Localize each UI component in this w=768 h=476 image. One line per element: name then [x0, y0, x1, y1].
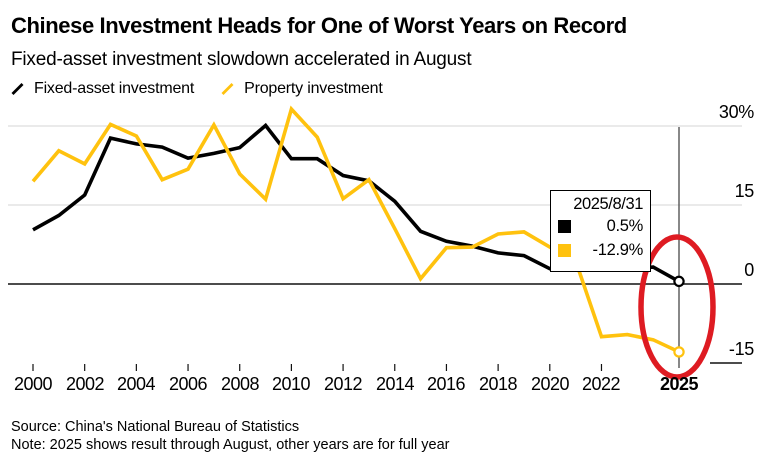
property-slash-icon — [221, 83, 234, 95]
tooltip-value-property: -12.9% — [592, 240, 644, 259]
x-tick-label: 2012 — [323, 374, 363, 394]
tooltip-row-fixed-asset: 0.5% — [558, 214, 643, 238]
x-tick-label: 2010 — [271, 374, 311, 394]
chart-subtitle: Fixed-asset investment slowdown accelera… — [11, 49, 472, 70]
y-tick-label: 0 — [744, 260, 754, 280]
legend: Fixed-asset investment Property investme… — [10, 80, 383, 98]
x-tick-label: 2006 — [168, 374, 208, 394]
x-tick-label: 2018 — [478, 374, 518, 394]
tooltip-row-property: -12.9% — [558, 238, 643, 262]
legend-item-fixed-asset[interactable]: Fixed-asset investment — [10, 80, 194, 98]
x-tick-label: 2014 — [375, 374, 415, 394]
tooltip-date: 2025/8/31 — [573, 195, 643, 213]
legend-label-property: Property investment — [244, 80, 383, 97]
footer: Source: China's National Bureau of Stati… — [11, 419, 449, 454]
x-tick-label: 2000 — [13, 374, 53, 394]
property-endpoint-marker — [673, 346, 685, 358]
y-tick-label: -15 — [728, 339, 754, 359]
x-tick-label: 2020 — [530, 374, 570, 394]
highlight-ellipse-annotation — [638, 234, 716, 380]
fixed-asset-slash-icon — [11, 83, 24, 95]
x-tick-label: 2022 — [581, 374, 621, 394]
x-tick-label: 2016 — [426, 374, 466, 394]
source-line: Source: China's National Bureau of Stati… — [11, 419, 300, 435]
x-tick-label: 2008 — [220, 374, 260, 394]
tooltip: 2025/8/31 0.5% -12.9% — [550, 190, 651, 272]
tooltip-value-fixed-asset: 0.5% — [606, 216, 644, 235]
x-tick-label: 2002 — [65, 374, 105, 394]
x-tick-label-2025: 2025 — [659, 374, 699, 394]
legend-item-property[interactable]: Property investment — [220, 80, 383, 98]
fixed-asset-swatch-icon — [558, 219, 571, 233]
x-tick-label: 2004 — [116, 374, 156, 394]
fixed-asset-endpoint-marker — [673, 275, 685, 288]
note-line: Note: 2025 shows result through August, … — [11, 436, 450, 453]
y-tick-label: 30% — [718, 102, 754, 122]
legend-label-fixed-asset: Fixed-asset investment — [34, 80, 195, 97]
property-swatch-icon — [558, 243, 571, 257]
y-tick-label: 15 — [734, 181, 755, 201]
chart-title: Chinese Investment Heads for One of Wors… — [11, 13, 627, 38]
